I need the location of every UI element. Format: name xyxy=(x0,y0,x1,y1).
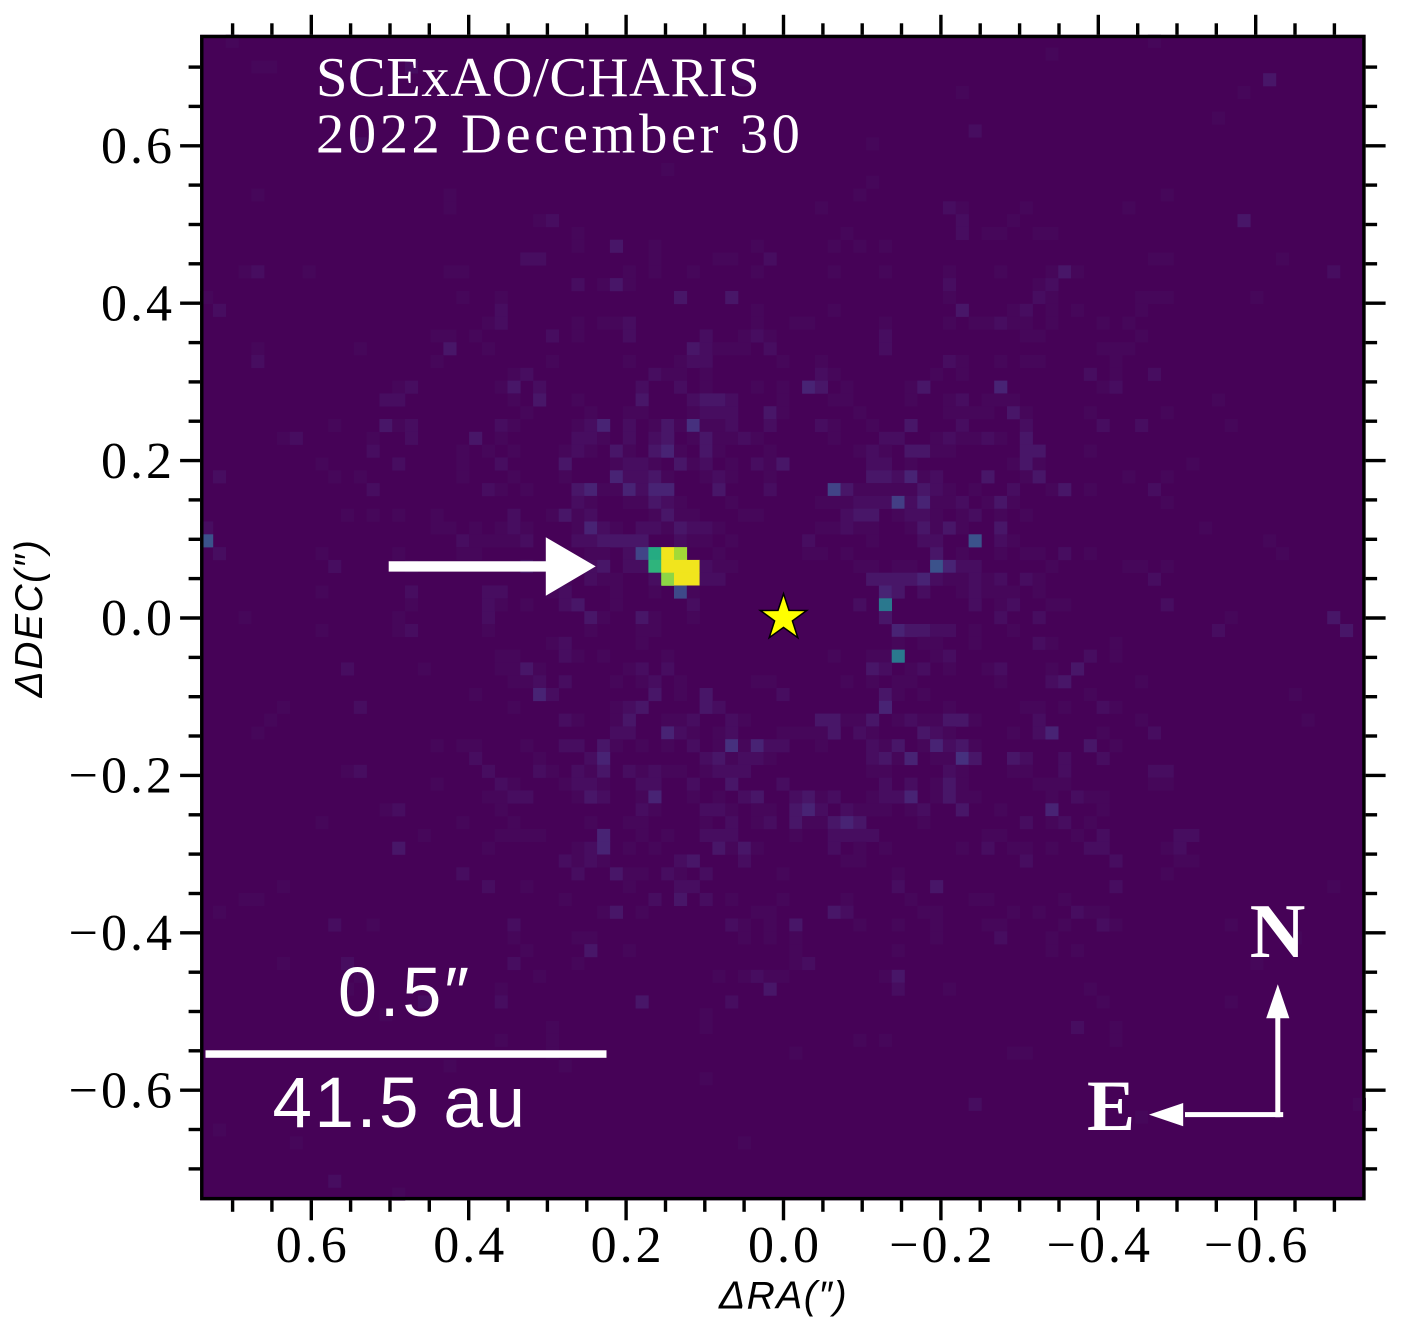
svg-text:ΔRA(″): ΔRA(″) xyxy=(718,1275,848,1318)
svg-text:−0.6: −0.6 xyxy=(1204,1217,1310,1274)
svg-text:0.6: 0.6 xyxy=(101,118,175,175)
svg-text:0.6: 0.6 xyxy=(276,1217,350,1274)
svg-text:2022 December 30: 2022 December 30 xyxy=(316,104,803,166)
svg-text:0.0: 0.0 xyxy=(748,1217,822,1274)
svg-text:ΔDEC(″): ΔDEC(″) xyxy=(8,539,51,699)
svg-text:E: E xyxy=(1087,1066,1135,1146)
svg-text:−0.2: −0.2 xyxy=(889,1217,995,1274)
svg-text:0.0: 0.0 xyxy=(101,590,175,647)
svg-text:0.5″: 0.5″ xyxy=(338,953,472,1031)
svg-text:−0.4: −0.4 xyxy=(1047,1217,1153,1274)
svg-text:SCExAO/CHARIS: SCExAO/CHARIS xyxy=(316,47,760,109)
svg-text:−0.4: −0.4 xyxy=(69,905,175,962)
svg-text:0.2: 0.2 xyxy=(101,433,175,490)
svg-text:N: N xyxy=(1250,888,1306,974)
svg-text:−0.2: −0.2 xyxy=(69,748,175,805)
svg-text:−0.6: −0.6 xyxy=(69,1062,175,1119)
svg-text:41.5 au: 41.5 au xyxy=(272,1064,527,1143)
svg-text:0.2: 0.2 xyxy=(591,1217,665,1274)
svg-text:0.4: 0.4 xyxy=(433,1217,507,1274)
svg-text:0.4: 0.4 xyxy=(101,275,175,332)
